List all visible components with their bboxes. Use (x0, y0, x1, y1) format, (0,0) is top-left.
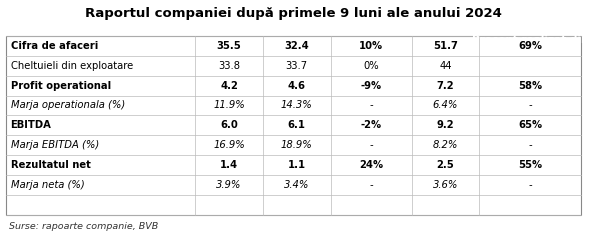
Text: Profit operational: Profit operational (11, 81, 110, 91)
Text: BVC 2024: BVC 2024 (418, 41, 473, 51)
Bar (6, 96, 581, 115)
Text: Marja neta (%): Marja neta (%) (11, 180, 85, 190)
Text: 1.4: 1.4 (220, 160, 238, 170)
Bar (6, 36, 581, 56)
Bar (6, 56, 581, 76)
Text: Marja EBITDA (%): Marja EBITDA (%) (11, 140, 99, 150)
Bar (6, 76, 581, 96)
Text: 9.2: 9.2 (437, 120, 454, 130)
Text: Marja operationala (%): Marja operationala (%) (11, 101, 125, 110)
Text: 16.9%: 16.9% (213, 140, 245, 150)
Text: Procent realizat din
BVC in 9L 2024: Procent realizat din BVC in 9L 2024 (472, 35, 588, 57)
Text: 3.4%: 3.4% (284, 180, 310, 190)
Text: Cheltuieli din exploatare: Cheltuieli din exploatare (11, 61, 133, 71)
Text: 51.7: 51.7 (433, 41, 458, 51)
Text: -2%: -2% (361, 120, 382, 130)
Text: -: - (528, 101, 532, 110)
Bar (6, 36, 581, 56)
Text: Cifra de afaceri: Cifra de afaceri (11, 41, 98, 51)
Text: -: - (528, 180, 532, 190)
Text: 7.2: 7.2 (437, 81, 454, 91)
Text: 6.1: 6.1 (288, 120, 306, 130)
Text: 35.5: 35.5 (217, 41, 241, 51)
Bar (6, 155, 581, 175)
Text: 11.9%: 11.9% (213, 101, 245, 110)
Text: EBITDA: EBITDA (11, 120, 52, 130)
Text: Rezultatul net: Rezultatul net (11, 160, 91, 170)
Text: 4.6: 4.6 (288, 81, 306, 91)
Bar (6, 115, 581, 135)
Text: 9L 2023: 9L 2023 (274, 41, 320, 51)
Text: 58%: 58% (518, 81, 542, 91)
Bar (6, 175, 581, 195)
Text: 3.6%: 3.6% (433, 180, 458, 190)
Text: 0%: 0% (364, 61, 379, 71)
Text: 65%: 65% (518, 120, 542, 130)
Text: Variatie (%): Variatie (%) (337, 41, 406, 51)
Text: Raportul companiei după primele 9 luni ale anului 2024: Raportul companiei după primele 9 luni a… (85, 7, 502, 21)
Text: -: - (370, 180, 373, 190)
Text: 3.9%: 3.9% (217, 180, 242, 190)
Bar (6, 135, 581, 155)
Text: Surse: rapoarte companie, BVB: Surse: rapoarte companie, BVB (9, 222, 158, 231)
Text: 33.8: 33.8 (218, 61, 240, 71)
Text: -9%: -9% (361, 81, 382, 91)
Text: mil. (RON) - RAS: mil. (RON) - RAS (11, 41, 106, 51)
Text: 1.1: 1.1 (287, 160, 306, 170)
Text: 9L 2024: 9L 2024 (206, 41, 253, 51)
Text: -: - (370, 101, 373, 110)
Text: 32.4: 32.4 (284, 41, 309, 51)
Bar (6, 36, 581, 215)
Text: 33.7: 33.7 (286, 61, 308, 71)
Text: 6.4%: 6.4% (433, 101, 458, 110)
Text: 10%: 10% (359, 41, 383, 51)
Text: 4.2: 4.2 (220, 81, 238, 91)
Text: -: - (528, 140, 532, 150)
Text: 8.2%: 8.2% (433, 140, 458, 150)
Text: 44: 44 (439, 61, 452, 71)
Text: 14.3%: 14.3% (281, 101, 313, 110)
Text: 6.0: 6.0 (220, 120, 238, 130)
Text: 24%: 24% (359, 160, 383, 170)
Text: -: - (370, 140, 373, 150)
Text: 55%: 55% (518, 160, 542, 170)
Text: 18.9%: 18.9% (281, 140, 313, 150)
Text: 2.5: 2.5 (437, 160, 454, 170)
Text: 69%: 69% (518, 41, 542, 51)
